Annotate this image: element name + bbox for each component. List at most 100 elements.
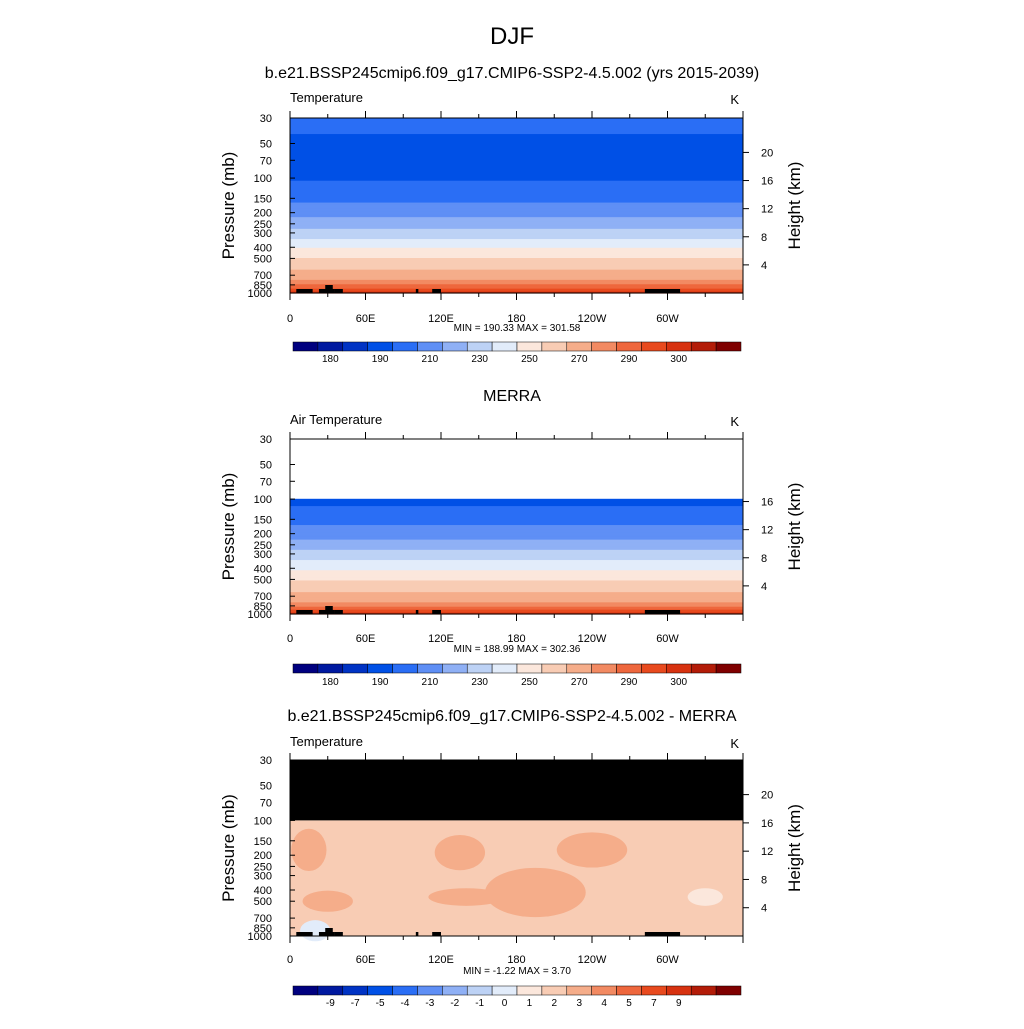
contour-band: [290, 241, 743, 245]
lon-tick-label: 120E: [428, 954, 454, 966]
colorbar-label: 180: [322, 677, 339, 688]
contour-band: [290, 250, 743, 253]
pressure-tick-label: 30: [260, 755, 272, 767]
contour-band: [290, 288, 743, 291]
contour-band: [290, 542, 743, 545]
contour-band: [290, 541, 743, 544]
y-axis-title-right: Height (km): [785, 162, 804, 250]
colorbar-swatch: [516, 341, 543, 352]
contour-band: [290, 204, 743, 207]
height-tick-label: 4: [761, 903, 767, 915]
colorbar-swatch: [566, 341, 592, 352]
contour-band: [290, 145, 743, 148]
colorbar-swatch: [591, 985, 617, 996]
contour-band: [290, 231, 743, 234]
colorbar-swatch: [342, 663, 368, 674]
colorbar-label: 0: [502, 998, 508, 1009]
colorbar-swatch: [566, 663, 592, 674]
contour-band: [290, 599, 743, 602]
contour-band: [290, 252, 743, 255]
lon-tick-label: 0: [287, 633, 293, 645]
colorbar: -9 -7 -5 -4 -3 -2 -1 0 1 2 3 4 5 7 9: [292, 985, 742, 1009]
contour-band: [290, 504, 743, 507]
colorbar-swatch: [516, 985, 543, 996]
colorbar-label: 230: [471, 677, 488, 688]
contour-band: [290, 228, 743, 231]
contour-band: [290, 287, 743, 290]
contour-band: [290, 509, 743, 512]
contour-band: [290, 511, 743, 514]
contour-band: [290, 576, 743, 579]
pressure-tick-label: 70: [260, 798, 272, 810]
contour-band: [290, 237, 743, 240]
contour-band: [290, 214, 743, 217]
colorbar-swatch: [491, 985, 518, 996]
contour-band: [290, 609, 743, 612]
plot-area: [290, 760, 743, 942]
contour-band: [290, 533, 743, 536]
contour-band: [290, 548, 743, 551]
height-tick-label: 4: [761, 581, 767, 593]
pressure-tick-label: 200: [254, 850, 272, 862]
lon-tick-label: 60W: [656, 313, 679, 325]
contour-band: [290, 561, 743, 564]
contour-band: [290, 244, 743, 247]
contour-band: [290, 202, 743, 205]
colorbar-swatch: [541, 663, 568, 674]
colorbar-swatch: [666, 985, 692, 996]
pressure-tick-label: 500: [254, 574, 272, 586]
contour-band: [290, 260, 743, 263]
contour-band: [290, 503, 743, 506]
contour-band: [290, 153, 743, 156]
topography-mask: [432, 932, 441, 936]
contour-band: [290, 285, 743, 288]
colorbar-swatch: [566, 985, 592, 996]
contour-band: [290, 506, 743, 509]
contour-band: [290, 274, 743, 277]
contour-band: [290, 221, 743, 224]
colorbar-label: 190: [372, 354, 389, 365]
colorbar-swatch: [616, 341, 642, 352]
contour-band: [290, 122, 743, 125]
contour-band: [290, 605, 743, 608]
pressure-tick-label: 700: [254, 591, 272, 603]
colorbar-swatch: [641, 341, 667, 352]
contour-band: [290, 279, 743, 282]
height-tick-label: 20: [761, 790, 773, 802]
pressure-tick-label: 500: [254, 896, 272, 908]
colorbar-swatch: [666, 341, 692, 352]
contour-band: [290, 501, 743, 504]
contour-band: [290, 516, 743, 519]
contour-band: [290, 196, 743, 199]
colorbar-swatch: [342, 985, 368, 996]
topography-mask: [296, 289, 313, 293]
topography-mask: [644, 289, 681, 293]
contour-band: [290, 555, 743, 558]
contour-band: [290, 150, 743, 153]
colorbar-swatch: [690, 341, 717, 352]
contour-band: [290, 574, 743, 577]
height-tick-label: 16: [761, 497, 773, 509]
colorbar-label: -9: [326, 998, 335, 1009]
contour-band: [290, 174, 743, 177]
colorbar-swatch: [417, 341, 443, 352]
contour-band: [290, 120, 743, 123]
colorbar-label: -5: [376, 998, 385, 1009]
colorbar-swatch: [392, 663, 418, 674]
anomaly-region: [302, 890, 353, 912]
contour-band: [290, 171, 743, 175]
missing-data-region: [290, 760, 743, 821]
pressure-tick-label: 400: [254, 885, 272, 897]
panel-units: K: [730, 92, 739, 107]
contour-band: [290, 186, 743, 189]
colorbar-swatch: [466, 985, 493, 996]
anomaly-region: [485, 867, 586, 918]
contour-band: [290, 554, 743, 557]
contour-band: [290, 173, 743, 176]
contour-band: [290, 600, 743, 603]
colorbar-swatch: [516, 663, 543, 674]
contour-band: [290, 177, 743, 180]
contour-band: [290, 268, 743, 271]
colorbar-swatch: [715, 341, 742, 352]
contour-band: [290, 189, 743, 192]
